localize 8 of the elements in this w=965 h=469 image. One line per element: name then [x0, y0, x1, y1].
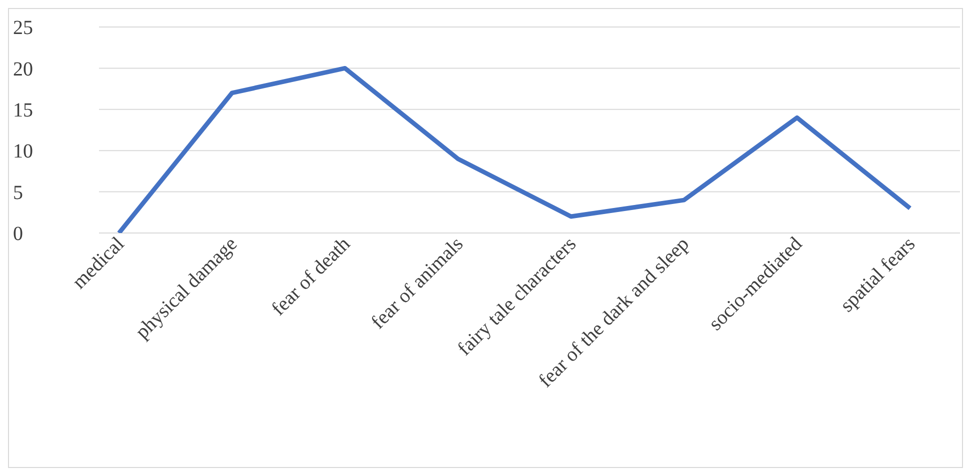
y-tick-label: 15 [13, 100, 33, 122]
y-tick-label: 10 [13, 140, 33, 163]
y-tick-label: 5 [13, 182, 23, 204]
y-tick-label: 25 [13, 17, 33, 40]
y-tick-label: 0 [13, 223, 23, 246]
x-tick-label: fear of death [268, 232, 355, 320]
y-tick-label: 20 [13, 58, 33, 80]
line-series [116, 66, 912, 233]
